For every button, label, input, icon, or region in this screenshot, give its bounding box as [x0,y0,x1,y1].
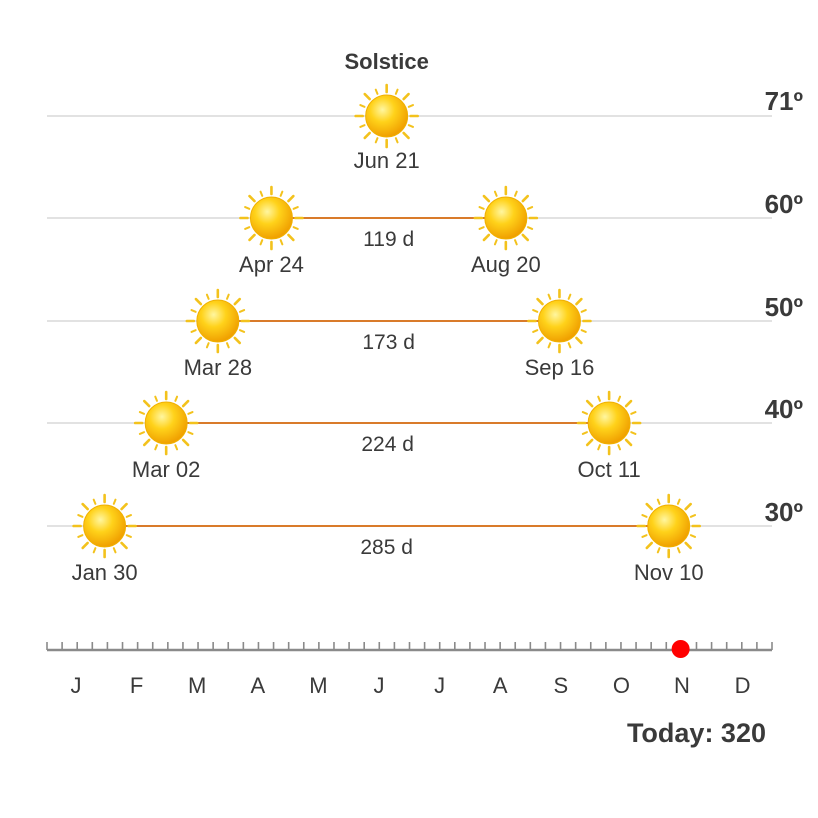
altitude-label: 40º [765,394,804,424]
month-label: D [735,673,751,698]
sun-icon [473,185,539,251]
altitude-label: 30º [765,497,804,527]
duration-label: 285 d [360,536,413,559]
month-label: F [130,673,143,698]
sun-icon [636,493,702,559]
sun-icon [239,185,304,251]
month-label: M [188,673,206,698]
month-label: S [553,673,568,698]
month-label: A [250,673,265,698]
altitude-label: 71º [765,86,804,116]
rise-date: Jan 30 [72,560,138,585]
rise-date: Mar 28 [184,355,252,380]
month-label: J [434,673,445,698]
set-date: Nov 10 [634,560,704,585]
solstice-date: Jun 21 [354,148,420,173]
solstice-title: Solstice [344,49,428,74]
sun-icon [72,493,137,559]
duration-label: 119 d [363,228,414,251]
altitude-label: 50º [765,292,804,322]
sun-icon [185,288,251,354]
set-date: Oct 11 [578,457,641,482]
set-date: Sep 16 [525,355,595,380]
sun-icon [354,83,419,149]
today-marker [671,640,690,658]
sun-icon [133,390,199,456]
month-label: N [674,673,690,698]
month-label: O [613,673,630,698]
rise-date: Apr 24 [239,252,304,277]
sun-icon [527,288,592,354]
month-label: J [71,673,82,698]
month-label: A [493,673,508,698]
duration-label: 224 d [361,433,414,456]
rise-date: Mar 02 [132,457,200,482]
altitude-label: 60º [765,189,804,219]
sun-icon [576,390,642,456]
duration-label: 173 d [362,331,415,354]
month-label: M [309,673,327,698]
month-label: J [374,673,385,698]
today-label: Today: 320 [626,718,766,748]
set-date: Aug 20 [471,252,541,277]
